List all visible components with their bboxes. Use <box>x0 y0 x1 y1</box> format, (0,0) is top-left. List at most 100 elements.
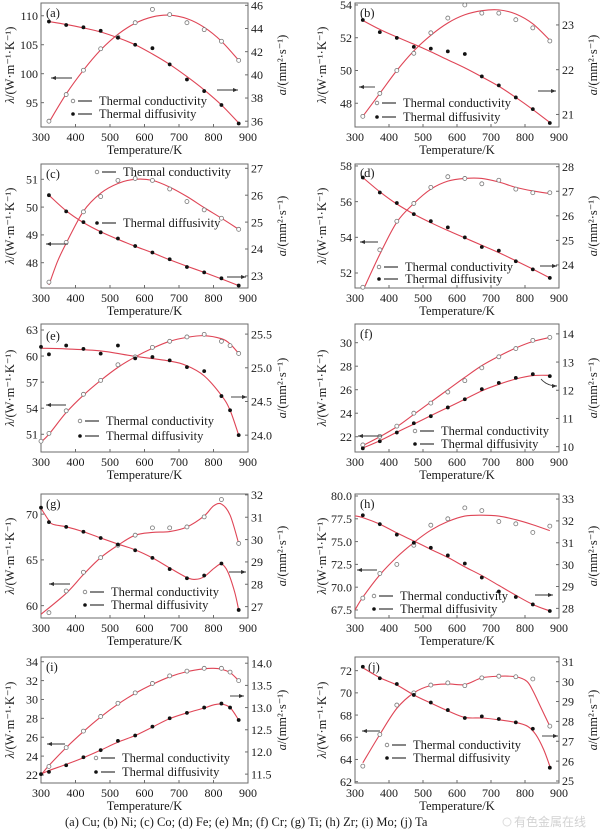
y-axis-symbol: a <box>586 412 600 418</box>
data-point-thermal-diffusivity <box>81 347 86 351</box>
y-axis-label-right: a/(mm²·s⁻¹) <box>275 358 289 419</box>
x-tick-label: 600 <box>136 291 154 305</box>
data-point-thermal-conductivity <box>150 178 155 183</box>
data-point-thermal-diffusivity <box>394 36 399 40</box>
data-point-thermal-diffusivity <box>236 718 241 722</box>
data-point-thermal-diffusivity <box>394 430 399 435</box>
y-axis-label-left: λ/(W·m⁻¹·K⁻¹) <box>315 350 329 428</box>
y-axis-unit: /(W·m⁻¹·K⁻¹) <box>315 350 329 421</box>
filled-circle-marker-icon <box>71 112 75 116</box>
series-thermal-diffusivity <box>39 701 241 777</box>
x-tick-label: 700 <box>482 621 500 635</box>
y-tick-label-right: 32 <box>562 514 574 528</box>
y-tick-label-right: 26 <box>562 209 574 223</box>
y-axis-symbol: a <box>275 89 289 95</box>
panel-grid: 300 400 500 600 700 800 900 95 100 105 110 36 38 40 42… <box>3 0 600 813</box>
left-axis-arrow-icon <box>51 76 72 80</box>
data-point-thermal-diffusivity <box>202 270 207 275</box>
legend-label: Thermal conductivity <box>122 751 231 765</box>
data-point-thermal-diffusivity <box>133 42 138 47</box>
legend-item-thermal-conductivity: Thermal conductivity <box>70 94 208 108</box>
data-point-thermal-conductivity <box>236 226 242 232</box>
legend-item-thermal-conductivity: Thermal conductivity <box>93 751 231 765</box>
data-point-thermal-diffusivity <box>81 529 86 534</box>
y-tick-label-left: 32 <box>26 674 38 688</box>
data-point-thermal-conductivity <box>150 681 155 686</box>
data-point-thermal-conductivity <box>98 194 104 199</box>
y-axis-unit: /(W·m⁻¹·K⁻¹) <box>315 682 329 753</box>
x-tick-label: 800 <box>205 130 223 144</box>
data-point-thermal-diffusivity <box>411 421 416 426</box>
x-tick-label: 500 <box>414 291 432 305</box>
data-point-thermal-diffusivity <box>377 439 382 444</box>
legend-item-thermal-diffusivity: Thermal diffusivity <box>94 765 220 779</box>
open-circle-marker-icon <box>70 98 76 104</box>
fit-curves <box>48 178 239 287</box>
y-tick-label-right: 11 <box>562 412 574 426</box>
data-point-thermal-diffusivity <box>64 763 69 768</box>
data-point-thermal-conductivity <box>201 514 207 520</box>
x-tick-label: 600 <box>136 786 154 800</box>
data-point-thermal-diffusivity <box>428 414 433 419</box>
left-axis-arrow-icon <box>49 582 70 586</box>
data-point-thermal-diffusivity <box>479 714 484 719</box>
y-axis-label-right: a/(mm²·s⁻¹) <box>275 35 289 96</box>
y-axis-symbol: a <box>586 744 600 750</box>
series-thermal-diffusivity <box>39 505 241 612</box>
x-tick-label: 700 <box>482 455 500 469</box>
y-axis-label-left: λ/(W·m⁻¹·K⁻¹) <box>315 27 329 105</box>
arrow-head-icon <box>552 384 557 388</box>
y-tick-label-right: 29 <box>562 580 574 594</box>
open-circle-marker-icon <box>376 264 382 270</box>
data-point-thermal-diffusivity <box>98 230 103 235</box>
data-point-thermal-diffusivity <box>219 276 224 281</box>
legend-label: Thermal conductivity <box>405 260 514 274</box>
data-point-thermal-conductivity <box>98 46 104 52</box>
data-point-thermal-conductivity <box>46 279 52 285</box>
x-tick-label: 500 <box>101 786 119 800</box>
y-axis-symbol: λ <box>3 97 17 104</box>
y-axis-unit: /(W·m⁻¹·K⁻¹) <box>3 27 17 98</box>
y-tick-label-right: 27 <box>251 600 263 614</box>
y-axis-unit: /(mm²·s⁻¹) <box>275 690 289 744</box>
y-tick-label-left: 95 <box>26 96 38 110</box>
x-tick-label: 300 <box>346 786 364 800</box>
legend-label: Thermal diffusivity <box>405 272 503 286</box>
legend-label: Thermal conductivity <box>413 738 522 752</box>
y-tick-label-left: 52 <box>340 31 352 45</box>
arrow-head-icon <box>241 275 246 279</box>
x-tick-label: 500 <box>101 130 119 144</box>
open-circle-marker-icon <box>374 100 380 106</box>
data-point-thermal-conductivity <box>496 354 502 360</box>
y-axis-unit: /(mm²·s⁻¹) <box>275 526 289 580</box>
data-point-thermal-conductivity <box>201 331 207 337</box>
y-tick-label-left: 56 <box>340 195 352 209</box>
data-point-thermal-diffusivity <box>479 387 484 392</box>
data-point-thermal-conductivity <box>462 2 468 8</box>
y-tick-label-left: 58 <box>340 159 352 173</box>
x-tick-label: 400 <box>67 455 85 469</box>
data-point-thermal-diffusivity <box>428 545 433 550</box>
legend-item-thermal-diffusivity: Thermal diffusivity <box>83 598 209 612</box>
y-axis-symbol: a <box>275 412 289 418</box>
data-point-thermal-conductivity <box>132 20 138 26</box>
y-tick-label-left: 28 <box>26 712 38 726</box>
data-point-thermal-conductivity <box>513 346 519 351</box>
x-tick-label: 700 <box>482 130 500 144</box>
series-thermal-diffusivity <box>39 343 241 438</box>
legend-label: Thermal diffusivity <box>123 216 221 230</box>
y-axis-label-left: λ/(W·m⁻¹·K⁻¹) <box>315 682 329 760</box>
series-thermal-diffusivity <box>47 19 241 126</box>
data-point-thermal-diffusivity <box>547 765 552 770</box>
data-point-thermal-conductivity <box>530 337 536 343</box>
legend-item-thermal-conductivity: Thermal conductivity <box>376 260 514 274</box>
y-tick-label-right: 25.0 <box>251 361 272 375</box>
y-tick-label-right: 33 <box>562 492 574 506</box>
legend-label: Thermal conductivity <box>99 94 208 108</box>
data-point-thermal-diffusivity <box>98 28 103 33</box>
data-point-thermal-diffusivity <box>133 733 138 738</box>
x-axis-label: Temperature/K <box>419 468 494 482</box>
